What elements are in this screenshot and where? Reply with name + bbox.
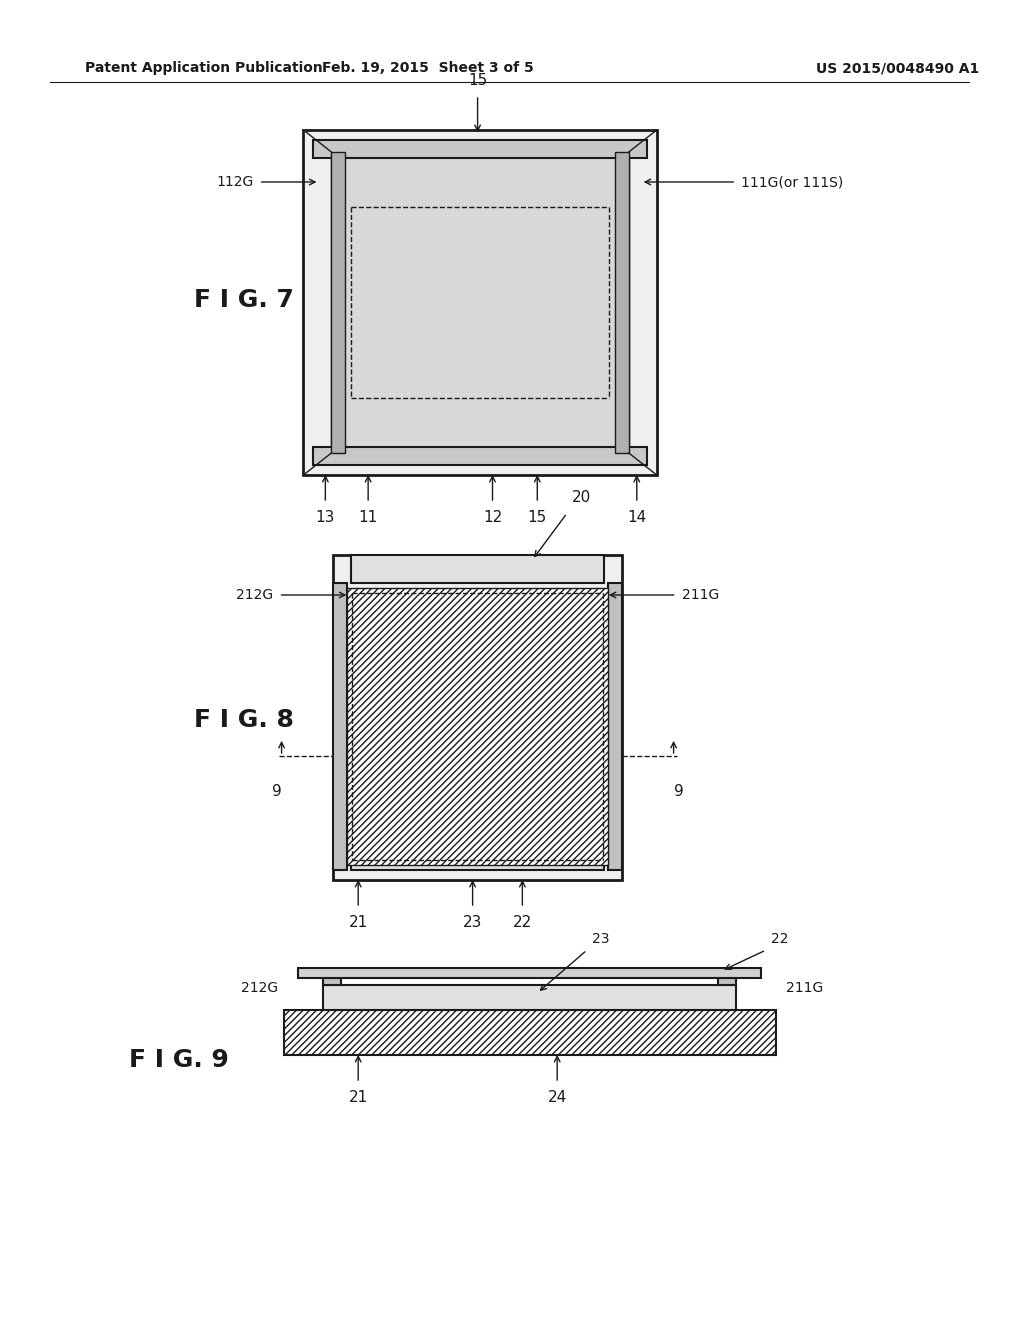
Text: 14: 14 xyxy=(627,510,646,525)
Bar xyxy=(284,1010,776,1055)
Text: 111G(or 111S): 111G(or 111S) xyxy=(741,176,844,189)
Text: 212G: 212G xyxy=(237,587,273,602)
Text: 23: 23 xyxy=(463,915,482,931)
Text: Feb. 19, 2015  Sheet 3 of 5: Feb. 19, 2015 Sheet 3 of 5 xyxy=(322,61,534,75)
Bar xyxy=(332,152,345,453)
Bar xyxy=(334,554,622,880)
Text: 20: 20 xyxy=(572,490,591,506)
Text: 212G: 212G xyxy=(242,981,279,995)
Text: 9: 9 xyxy=(271,784,282,799)
Bar xyxy=(303,129,656,475)
Text: F I G. 9: F I G. 9 xyxy=(129,1048,229,1072)
Text: 21: 21 xyxy=(348,915,368,931)
Bar xyxy=(324,985,736,1010)
Text: 23: 23 xyxy=(592,932,609,946)
Bar xyxy=(608,583,622,870)
Text: 112G: 112G xyxy=(216,176,254,189)
Bar xyxy=(614,152,629,453)
Bar xyxy=(351,842,604,870)
Bar xyxy=(719,975,736,985)
Bar xyxy=(347,587,608,865)
Text: 24: 24 xyxy=(548,1090,567,1105)
Bar xyxy=(334,583,347,870)
Text: Patent Application Publication: Patent Application Publication xyxy=(85,61,323,75)
Text: 211G: 211G xyxy=(786,981,823,995)
Text: 22: 22 xyxy=(771,932,788,946)
Bar xyxy=(313,447,647,465)
Bar xyxy=(351,554,604,583)
Bar xyxy=(324,975,341,985)
Bar xyxy=(313,140,647,158)
Text: 211G: 211G xyxy=(682,587,719,602)
Text: 21: 21 xyxy=(348,1090,368,1105)
Text: 15: 15 xyxy=(468,73,487,88)
Text: 13: 13 xyxy=(315,510,335,525)
Text: 12: 12 xyxy=(483,510,502,525)
Text: 22: 22 xyxy=(513,915,532,931)
Text: 9: 9 xyxy=(674,784,683,799)
Text: F I G. 8: F I G. 8 xyxy=(194,708,294,733)
Bar xyxy=(298,968,761,978)
Text: F I G. 7: F I G. 7 xyxy=(194,288,294,312)
Bar xyxy=(332,152,629,453)
Text: 11: 11 xyxy=(358,510,378,525)
Text: US 2015/0048490 A1: US 2015/0048490 A1 xyxy=(816,61,979,75)
Text: 15: 15 xyxy=(527,510,547,525)
